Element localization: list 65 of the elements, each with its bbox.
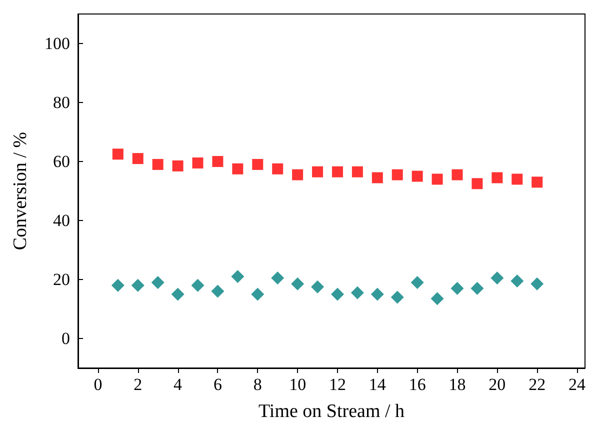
point <box>192 157 204 168</box>
y-tick-label: 40 <box>53 211 70 230</box>
point <box>252 158 264 170</box>
point <box>430 292 444 306</box>
x-tick-label: 16 <box>408 375 426 394</box>
x-tick-label: 6 <box>213 375 222 394</box>
point <box>330 288 344 301</box>
x-tick-label: 12 <box>328 375 346 394</box>
point <box>530 277 544 290</box>
y-tick-label: 20 <box>53 270 70 289</box>
point <box>350 286 364 300</box>
point <box>152 158 164 170</box>
x-tick-label: 8 <box>253 375 262 394</box>
point <box>532 176 543 188</box>
point <box>232 163 244 174</box>
x-tick-label: 22 <box>528 375 546 394</box>
point <box>452 169 463 180</box>
point <box>311 280 324 294</box>
x-tick-label: 14 <box>368 375 386 394</box>
x-tick-label: 2 <box>134 375 142 394</box>
y-tick-label: 0 <box>62 329 70 348</box>
x-tick-label: 10 <box>289 375 306 394</box>
point <box>370 288 384 301</box>
point <box>231 270 244 284</box>
point <box>291 277 304 290</box>
point <box>212 156 224 167</box>
y-axis-title: Conversion / % <box>10 132 31 250</box>
point <box>372 172 383 184</box>
point <box>171 288 184 301</box>
point <box>492 172 503 184</box>
point <box>312 166 324 178</box>
point <box>272 163 284 174</box>
x-axis-title: Time on Stream / h <box>258 401 406 422</box>
point <box>470 282 484 295</box>
point <box>151 276 164 289</box>
point <box>450 282 464 295</box>
x-tick-label: 0 <box>94 375 102 394</box>
point <box>352 166 363 178</box>
point <box>112 148 124 160</box>
x-tick-label: 18 <box>448 375 466 394</box>
point <box>211 284 224 298</box>
y-tick-label: 60 <box>53 152 70 171</box>
point <box>131 278 144 292</box>
y-tick-label: 80 <box>53 93 70 112</box>
point <box>172 160 184 172</box>
point <box>390 290 404 304</box>
x-tick-label: 24 <box>568 375 586 394</box>
point <box>132 153 144 164</box>
point <box>510 274 524 288</box>
y-tick-label: 100 <box>44 34 70 53</box>
point <box>191 278 204 292</box>
point <box>412 170 423 182</box>
point <box>410 276 424 289</box>
point <box>111 278 124 292</box>
point <box>392 169 403 180</box>
point <box>292 169 304 180</box>
point <box>432 174 443 185</box>
point <box>512 174 523 185</box>
point <box>332 166 343 178</box>
point <box>472 178 483 190</box>
x-tick-label: 20 <box>488 375 506 394</box>
point <box>251 288 264 301</box>
x-tick-label: 4 <box>174 375 183 394</box>
point <box>490 272 504 285</box>
point <box>271 272 284 285</box>
